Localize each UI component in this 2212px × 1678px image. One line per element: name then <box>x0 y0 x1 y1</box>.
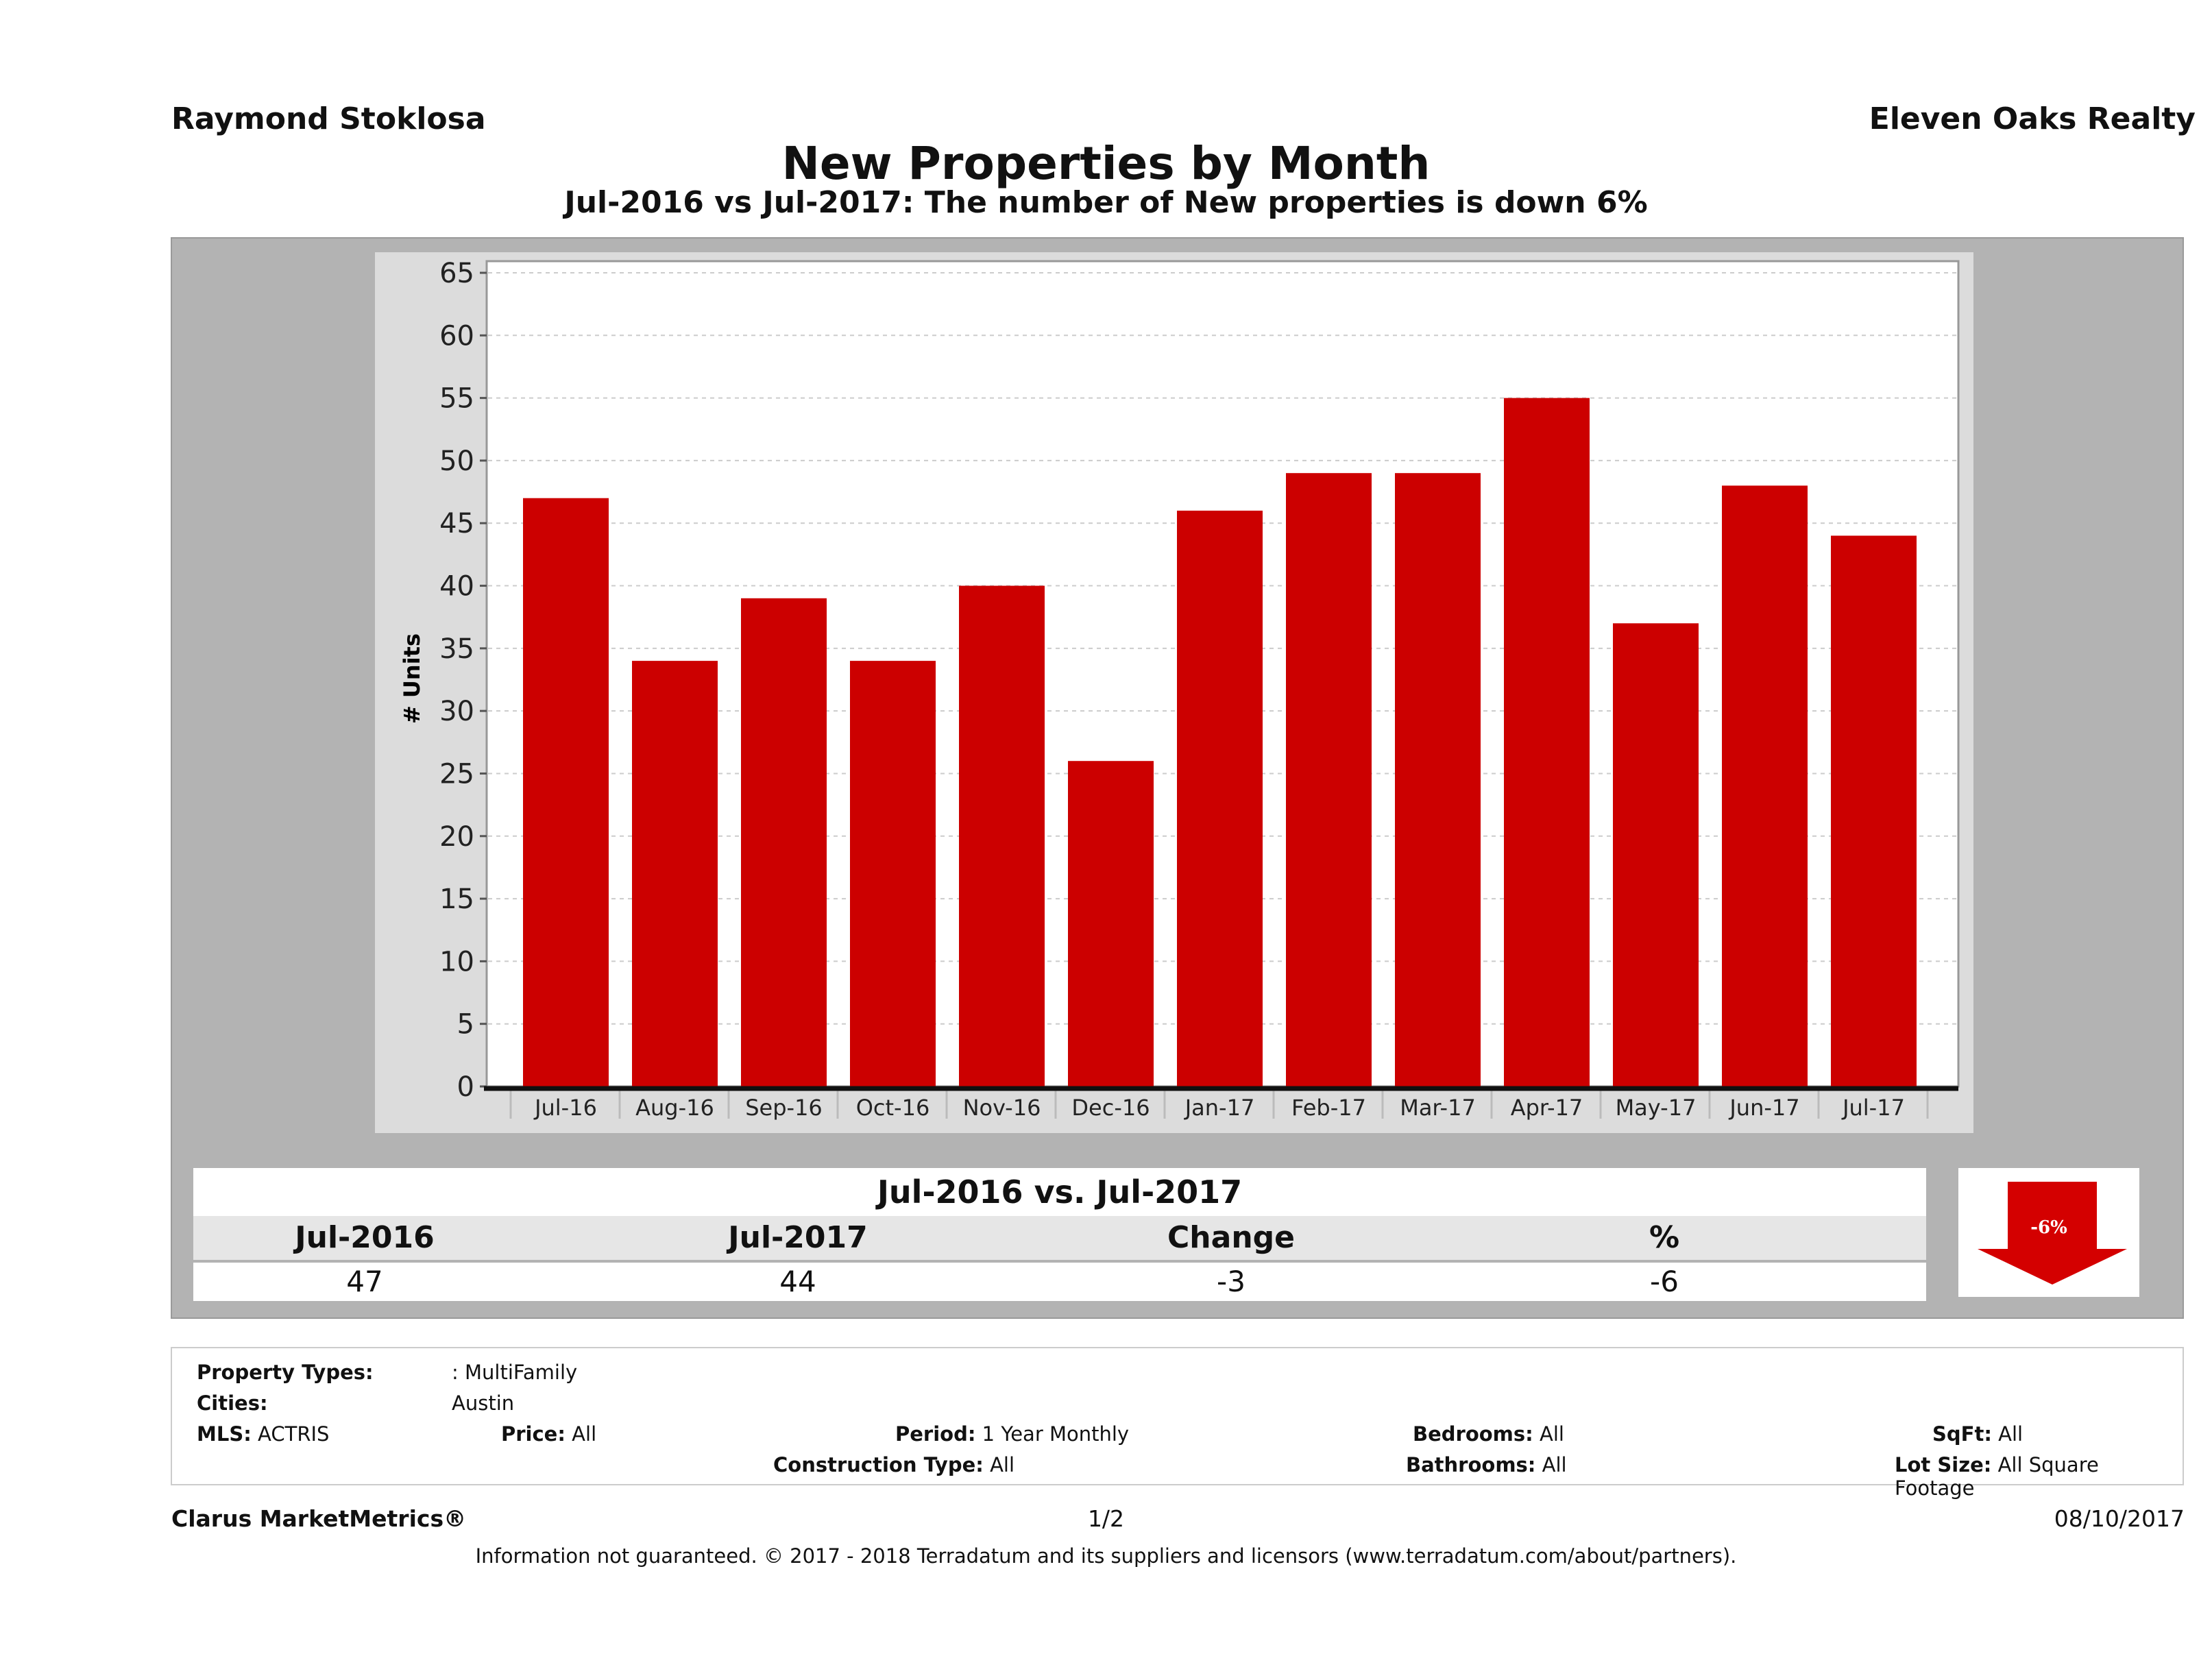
bar-nov-16 <box>959 585 1045 1086</box>
bar-feb-17 <box>1286 473 1372 1086</box>
property-types-label: Property Types: <box>197 1361 374 1384</box>
bedrooms-value: All <box>1539 1422 1564 1446</box>
y-tick-label: 40 <box>439 571 474 603</box>
bar-may-17 <box>1613 623 1699 1086</box>
x-tick-label: Jul-16 <box>533 1095 597 1121</box>
y-tick-label: 50 <box>439 446 474 477</box>
criteria-box: Property Types: : MultiFamily Cities: Au… <box>171 1347 2184 1500</box>
x-tick-label: May-17 <box>1616 1095 1697 1121</box>
x-tick-label: Feb-17 <box>1291 1095 1366 1121</box>
price-value: All <box>572 1422 597 1446</box>
mls-value: ACTRIS <box>258 1422 330 1446</box>
y-tick-label: 65 <box>439 258 474 289</box>
y-tick-label: 15 <box>439 884 474 915</box>
bar-mar-17 <box>1395 473 1481 1086</box>
y-tick-label: 20 <box>439 821 474 853</box>
summary-header-change: Change <box>1167 1220 1295 1255</box>
x-tick-label: Nov-16 <box>963 1095 1041 1121</box>
bar-chart: 0 5 10 15 20 25 30 35 40 45 50 55 60 65 Jul-16 Aug-16 Se… <box>399 258 1960 1121</box>
summary-value-percent: -6 <box>1650 1265 1679 1298</box>
bar-apr-17 <box>1504 398 1590 1086</box>
bar-jul-16 <box>523 498 609 1086</box>
lot-size-label: Lot Size: <box>1895 1453 1992 1476</box>
property-types-value: : MultiFamily <box>452 1361 578 1384</box>
bar-sep-16 <box>741 598 827 1086</box>
x-tick-label: Jun-17 <box>1728 1095 1799 1121</box>
chart-subtitle: Jul-2016 vs Jul-2017: The number of New … <box>564 185 1648 220</box>
y-tick-label: 45 <box>439 508 474 539</box>
bar-jun-17 <box>1722 485 1808 1086</box>
summary-value-row: 47 44 -3 -6 <box>193 1263 1926 1301</box>
sqft-label: SqFt: <box>1932 1422 1992 1446</box>
bar-jul-17 <box>1831 535 1917 1086</box>
bathrooms-label: Bathrooms: <box>1406 1453 1536 1476</box>
lot-size-value: All Square Footage <box>1895 1453 2099 1500</box>
summary-title: Jul-2016 vs. Jul-2017 <box>193 1168 1926 1216</box>
period-value: 1 Year Monthly <box>982 1422 1130 1446</box>
summary-header-row: Jul-2016 Jul-2017 Change % <box>193 1216 1926 1260</box>
bedrooms-label: Bedrooms: <box>1413 1422 1533 1446</box>
construction-label: Construction Type: <box>773 1453 984 1476</box>
cities-label: Cities: <box>197 1391 268 1415</box>
price-label: Price: <box>501 1422 566 1446</box>
summary-header-jul2017: Jul-2017 <box>728 1220 868 1255</box>
x-tick-label: Sep-16 <box>745 1095 823 1121</box>
bar-dec-16 <box>1068 761 1154 1086</box>
summary-header-jul2016: Jul-2016 <box>295 1220 435 1255</box>
y-tick-label: 35 <box>439 633 474 665</box>
change-badge-text: -6% <box>2030 1217 2067 1238</box>
x-tick-label: Aug-16 <box>635 1095 714 1121</box>
down-arrow-icon <box>1978 1182 2127 1285</box>
y-tick-label: 55 <box>439 383 474 415</box>
summary-value-jul2016: 47 <box>346 1265 383 1298</box>
brokerage-name: Eleven Oaks Realty <box>1869 101 2196 136</box>
x-tick-label: Oct-16 <box>856 1095 930 1121</box>
y-tick-label: 25 <box>439 758 474 790</box>
x-tick-label: Jul-17 <box>1841 1095 1905 1121</box>
sqft-value: All <box>1998 1422 2023 1446</box>
x-tick-label: Dec-16 <box>1071 1095 1150 1121</box>
bar-oct-16 <box>850 661 936 1086</box>
mls-label: MLS: <box>197 1422 252 1446</box>
x-tick-label: Apr-17 <box>1511 1095 1583 1121</box>
y-tick-label: 60 <box>439 320 474 352</box>
y-tick-label: 10 <box>439 946 474 977</box>
change-badge: -6% <box>1958 1168 2139 1297</box>
y-tick-label: 30 <box>439 696 474 727</box>
y-tick-label: 5 <box>457 1009 474 1041</box>
summary-value-change: -3 <box>1217 1265 1245 1298</box>
bar-aug-16 <box>632 661 718 1086</box>
y-tick-label: 0 <box>457 1071 474 1103</box>
bathrooms-value: All <box>1542 1453 1567 1476</box>
page-number: 1/2 <box>1087 1505 1125 1532</box>
chart-title: New Properties by Month <box>781 137 1431 190</box>
footer-brand: Clarus MarketMetrics® <box>171 1505 467 1532</box>
summary-header-percent: % <box>1649 1220 1680 1255</box>
summary-value-jul2017: 44 <box>779 1265 816 1298</box>
x-tick-label: Jan-17 <box>1184 1095 1255 1121</box>
report-date: 08/10/2017 <box>2054 1505 2185 1532</box>
cities-value: Austin <box>452 1391 515 1415</box>
bar-jan-17 <box>1177 510 1263 1086</box>
y-axis-label: # Units <box>399 633 425 724</box>
disclaimer: Information not guaranteed. © 2017 - 201… <box>475 1544 1737 1568</box>
agent-name: Raymond Stoklosa <box>171 101 486 136</box>
x-tick-label: Mar-17 <box>1400 1095 1476 1121</box>
period-label: Period: <box>895 1422 976 1446</box>
construction-value: All <box>990 1453 1015 1476</box>
